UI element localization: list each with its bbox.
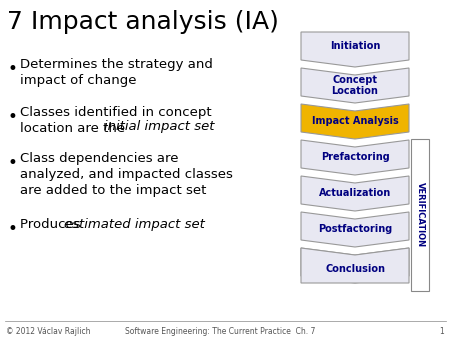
Text: 1: 1 [439,327,444,336]
Polygon shape [301,212,409,247]
Text: estimated impact set: estimated impact set [64,218,205,231]
Text: •: • [8,60,18,78]
Polygon shape [301,176,409,211]
Text: Conclusion: Conclusion [325,264,385,274]
Polygon shape [301,140,409,175]
Text: Impact Analysis: Impact Analysis [311,117,398,126]
Text: Class dependencies are
analyzed, and impacted classes
are added to the impact se: Class dependencies are analyzed, and imp… [20,152,233,197]
Text: initial impact set: initial impact set [104,120,215,133]
Polygon shape [301,248,409,283]
Text: Software Engineering: The Current Practice  Ch. 7: Software Engineering: The Current Practi… [125,327,315,336]
Polygon shape [301,248,409,283]
Text: Prefactoring: Prefactoring [320,152,389,163]
Text: Determines the strategy and
impact of change: Determines the strategy and impact of ch… [20,58,213,87]
Text: 7 Impact analysis (IA): 7 Impact analysis (IA) [7,10,279,34]
Text: Classes identified in concept
location are the: Classes identified in concept location a… [20,106,212,135]
Text: Produces: Produces [20,218,85,231]
Text: •: • [8,154,18,172]
Polygon shape [301,104,409,139]
Text: Concept
Location: Concept Location [332,75,378,96]
Text: •: • [8,108,18,126]
Polygon shape [301,68,409,103]
Polygon shape [301,32,409,67]
Text: Actualization: Actualization [319,189,391,198]
Text: Postfactoring: Postfactoring [318,224,392,235]
Text: •: • [8,220,18,238]
FancyBboxPatch shape [411,139,429,291]
Text: VERIFICATION: VERIFICATION [415,183,424,247]
Text: © 2012 Václav Rajlich: © 2012 Václav Rajlich [6,327,90,336]
Text: Initiation: Initiation [330,41,380,51]
